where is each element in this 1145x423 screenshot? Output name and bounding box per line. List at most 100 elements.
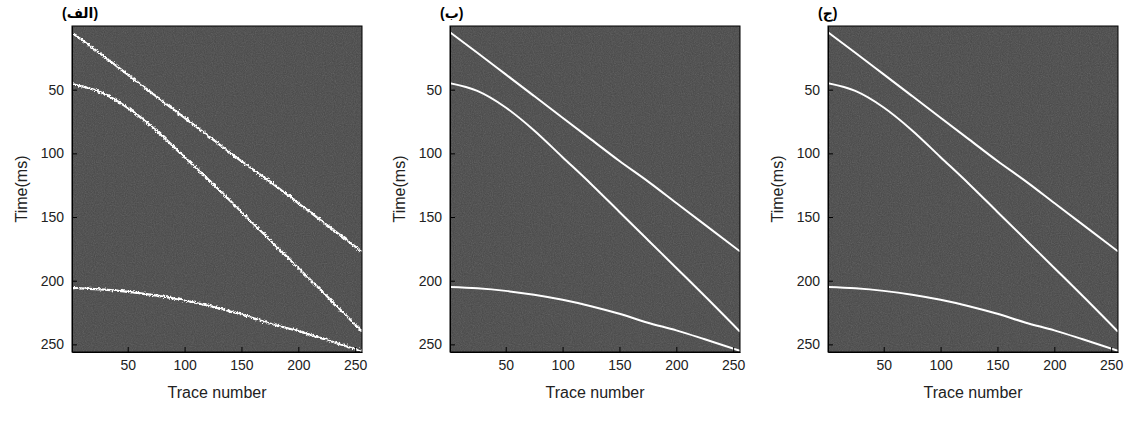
x-axis: 50 100 150 200 250	[829, 347, 1124, 373]
y-tick-mark	[450, 153, 455, 154]
plot-background	[828, 26, 1118, 352]
y-tick: 100	[797, 145, 833, 161]
marks	[450, 32, 740, 350]
x-tick: 50	[498, 347, 514, 373]
y-tick-mark	[450, 90, 455, 91]
x-tick-mark	[298, 347, 299, 352]
y-tick-label: 200	[419, 273, 443, 289]
y-tick-label: 150	[41, 209, 65, 225]
x-tick: 100	[929, 347, 953, 373]
x-axis-line	[829, 352, 1119, 353]
y-tick-label: 100	[797, 145, 821, 161]
x-tick-label: 50	[120, 357, 136, 373]
x-tick: 50	[876, 347, 892, 373]
y-tick: 150	[797, 209, 833, 225]
x-tick-mark	[128, 347, 129, 352]
y-tick-mark	[72, 90, 77, 91]
y-axis-line	[828, 27, 829, 353]
y-tick: 250	[797, 336, 833, 352]
x-axis-title: Trace number	[168, 384, 268, 401]
event-line	[72, 287, 362, 351]
event-line	[828, 83, 1118, 331]
x-tick-label: 200	[287, 357, 311, 373]
x-tick-label: 200	[665, 357, 689, 373]
y-tick: 200	[797, 273, 833, 289]
noise	[450, 26, 740, 352]
y-tick-mark	[828, 281, 833, 282]
y-tick-mark	[72, 217, 77, 218]
x-axis: 50 100 150 200 250	[451, 347, 746, 373]
x-tick: 100	[551, 347, 575, 373]
y-axis-title: Time(ms)	[769, 156, 786, 223]
x-tick-label: 250	[344, 357, 368, 373]
x-tick: 50	[120, 347, 136, 373]
y-tick-mark	[72, 344, 77, 345]
y-tick: 150	[419, 209, 455, 225]
event-line	[450, 83, 740, 331]
x-axis-title: Trace number	[546, 384, 646, 401]
x-tick-mark	[733, 347, 734, 352]
noise	[72, 26, 362, 352]
x-tick-mark	[185, 347, 186, 352]
x-tick-label: 100	[551, 357, 575, 373]
y-tick: 200	[41, 273, 77, 289]
y-tick-mark	[450, 217, 455, 218]
y-axis: 50 100 150 200 250	[797, 27, 833, 353]
x-axis: 50 100 150 200 250	[73, 347, 368, 373]
y-tick-mark	[450, 344, 455, 345]
x-tick-mark	[676, 347, 677, 352]
x-tick: 200	[665, 347, 689, 373]
panel-label: (ب)	[440, 5, 463, 21]
y-axis-line	[72, 27, 73, 353]
x-tick: 200	[1043, 347, 1067, 373]
y-tick-label: 150	[419, 209, 443, 225]
y-tick: 50	[804, 82, 833, 98]
plot-background	[72, 26, 362, 352]
x-tick: 250	[344, 347, 368, 373]
y-axis: 50100150200250	[41, 27, 77, 353]
y-tick-mark	[72, 153, 77, 154]
x-tick: 150	[608, 347, 632, 373]
x-tick: 150	[986, 347, 1010, 373]
panel: 5010015020025050100150200250Trace number…	[13, 5, 368, 401]
x-tick-label: 150	[986, 357, 1010, 373]
y-tick-label: 250	[41, 336, 65, 352]
y-tick-label: 50	[426, 82, 442, 98]
y-tick-label: 50	[804, 82, 820, 98]
y-tick-mark	[828, 344, 833, 345]
x-tick: 200	[287, 347, 311, 373]
x-tick: 250	[1100, 347, 1124, 373]
x-tick: 250	[722, 347, 746, 373]
x-axis-title: Trace number	[924, 384, 1024, 401]
y-tick: 200	[419, 273, 455, 289]
y-tick-label: 200	[41, 273, 65, 289]
y-axis-line	[450, 27, 451, 353]
panel-label: (ج)	[818, 5, 837, 22]
x-tick-label: 100	[173, 357, 197, 373]
plot-background	[450, 26, 740, 352]
plot-frame	[828, 26, 1118, 352]
x-tick-mark	[506, 347, 507, 352]
y-tick-label: 200	[797, 273, 821, 289]
x-tick-label: 200	[1043, 357, 1067, 373]
x-tick: 100	[173, 347, 197, 373]
x-tick-label: 50	[498, 357, 514, 373]
figure: 50 100 150 200 250 50 100 150 200 250 Trace number…	[0, 0, 1145, 423]
y-tick-mark	[828, 90, 833, 91]
plot-frame	[72, 26, 362, 352]
event-line	[450, 32, 740, 251]
y-tick: 250	[41, 336, 77, 352]
marks	[828, 32, 1118, 350]
y-tick-label: 100	[419, 145, 443, 161]
y-tick: 50	[426, 82, 455, 98]
x-tick-label: 150	[230, 357, 254, 373]
event-line	[828, 32, 1118, 251]
y-tick-label: 250	[797, 336, 821, 352]
x-tick-mark	[941, 347, 942, 352]
x-tick-mark	[1054, 347, 1055, 352]
y-tick-mark	[828, 153, 833, 154]
y-tick-mark	[72, 281, 77, 282]
x-tick-label: 50	[876, 357, 892, 373]
x-tick-mark	[884, 347, 885, 352]
y-tick: 100	[419, 145, 455, 161]
